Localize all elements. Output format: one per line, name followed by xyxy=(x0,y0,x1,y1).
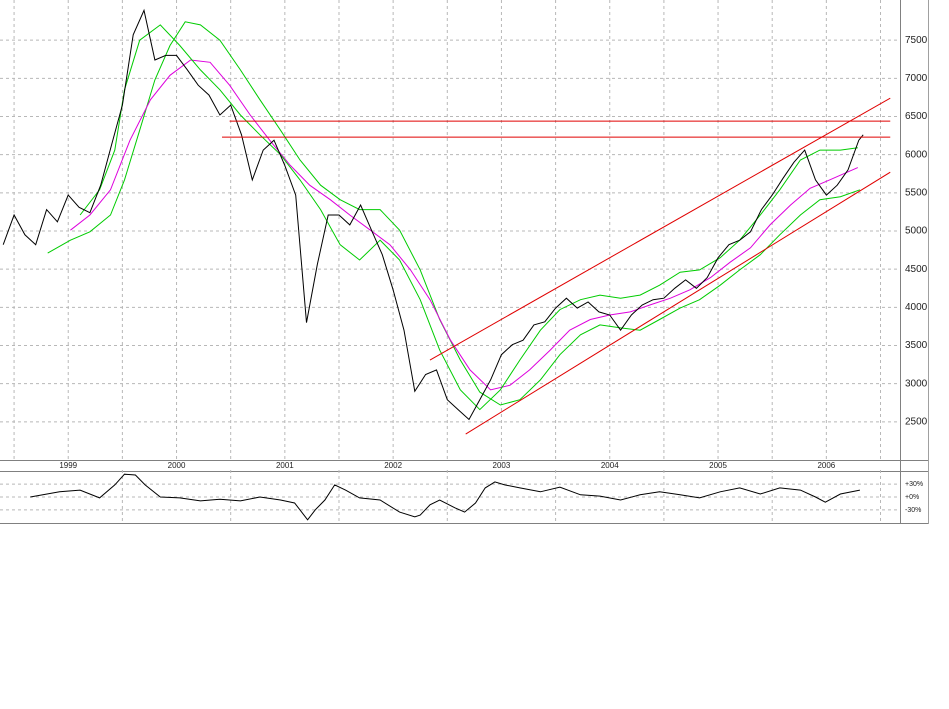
y-tick-label: 6000 xyxy=(905,149,928,160)
reference-line xyxy=(465,171,891,435)
series-line xyxy=(79,24,858,411)
y-tick-label: +0% xyxy=(905,494,919,501)
y-tick-label: 7000 xyxy=(905,73,928,84)
y-tick-label: 3500 xyxy=(905,340,928,351)
y-tick-label: +30% xyxy=(905,481,923,488)
x-tick-label: 2006 xyxy=(817,461,835,470)
series-line xyxy=(70,59,858,391)
y-tick-label: 5500 xyxy=(905,187,928,198)
y-tick-label: 6500 xyxy=(905,111,928,122)
x-tick-label: 2000 xyxy=(168,461,186,470)
x-tick-label: 2002 xyxy=(384,461,402,470)
series-line xyxy=(30,473,860,521)
x-tick-label: 2003 xyxy=(493,461,511,470)
x-tick-label: 2004 xyxy=(601,461,619,470)
x-tick-label: 2005 xyxy=(709,461,727,470)
y-tick-label: 2500 xyxy=(905,416,928,427)
x-tick-label: 2001 xyxy=(276,461,294,470)
y-tick-label: 4500 xyxy=(905,264,928,275)
y-tick-label: 7500 xyxy=(905,35,928,46)
x-tick-label: 1999 xyxy=(59,461,77,470)
y-tick-label: 4000 xyxy=(905,302,928,313)
reference-line xyxy=(429,97,891,361)
y-tick-label: 3000 xyxy=(905,378,928,389)
y-tick-label: -30% xyxy=(905,507,921,514)
series-line xyxy=(2,8,864,421)
y-tick-label: 5000 xyxy=(905,226,928,237)
